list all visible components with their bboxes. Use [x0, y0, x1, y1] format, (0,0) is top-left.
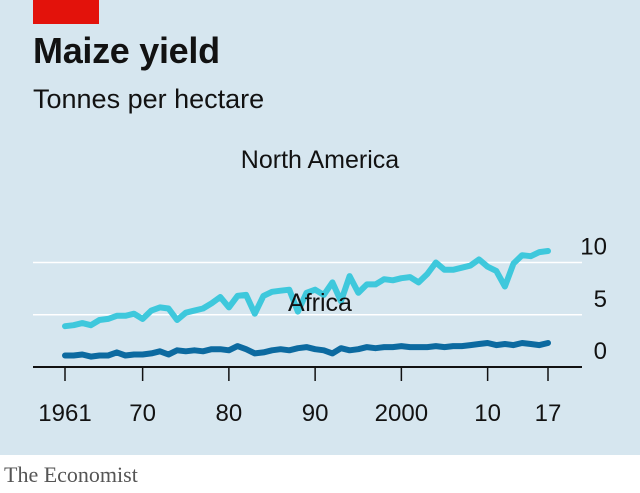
- x-tick-label: 70: [129, 400, 156, 427]
- x-tick-label: 17: [535, 400, 562, 427]
- series-label-north-america: North America: [241, 146, 399, 174]
- source-credit: The Economist: [4, 462, 138, 487]
- accent-bar: [33, 0, 99, 24]
- x-tick-label: 1961: [38, 400, 91, 427]
- y-tick-label: 5: [594, 286, 607, 313]
- series-line-north-america: [62, 248, 551, 330]
- chart-title: Maize yield: [33, 30, 220, 71]
- series-labels: North America Africa: [234, 146, 406, 317]
- chart-panel: [0, 0, 640, 455]
- x-tick-label: 10: [474, 400, 501, 427]
- line-chart: 0 5 10 1961 70 80 90 2000 10 17 North America Afr…: [33, 146, 607, 427]
- y-tick-label: 10: [580, 234, 607, 261]
- y-tick-label: 0: [594, 338, 607, 365]
- x-axis: 1961 70 80 90 2000 10 17: [33, 366, 582, 427]
- x-tick-label: 90: [302, 400, 329, 427]
- chart-subtitle: Tonnes per hectare: [33, 84, 265, 114]
- series-line-africa: [62, 340, 551, 360]
- series-label-africa: Africa: [288, 289, 352, 317]
- series-lines: [62, 248, 551, 360]
- x-tick-label: 80: [216, 400, 243, 427]
- x-tick-label: 2000: [375, 400, 428, 427]
- series-label-bg: [234, 148, 406, 174]
